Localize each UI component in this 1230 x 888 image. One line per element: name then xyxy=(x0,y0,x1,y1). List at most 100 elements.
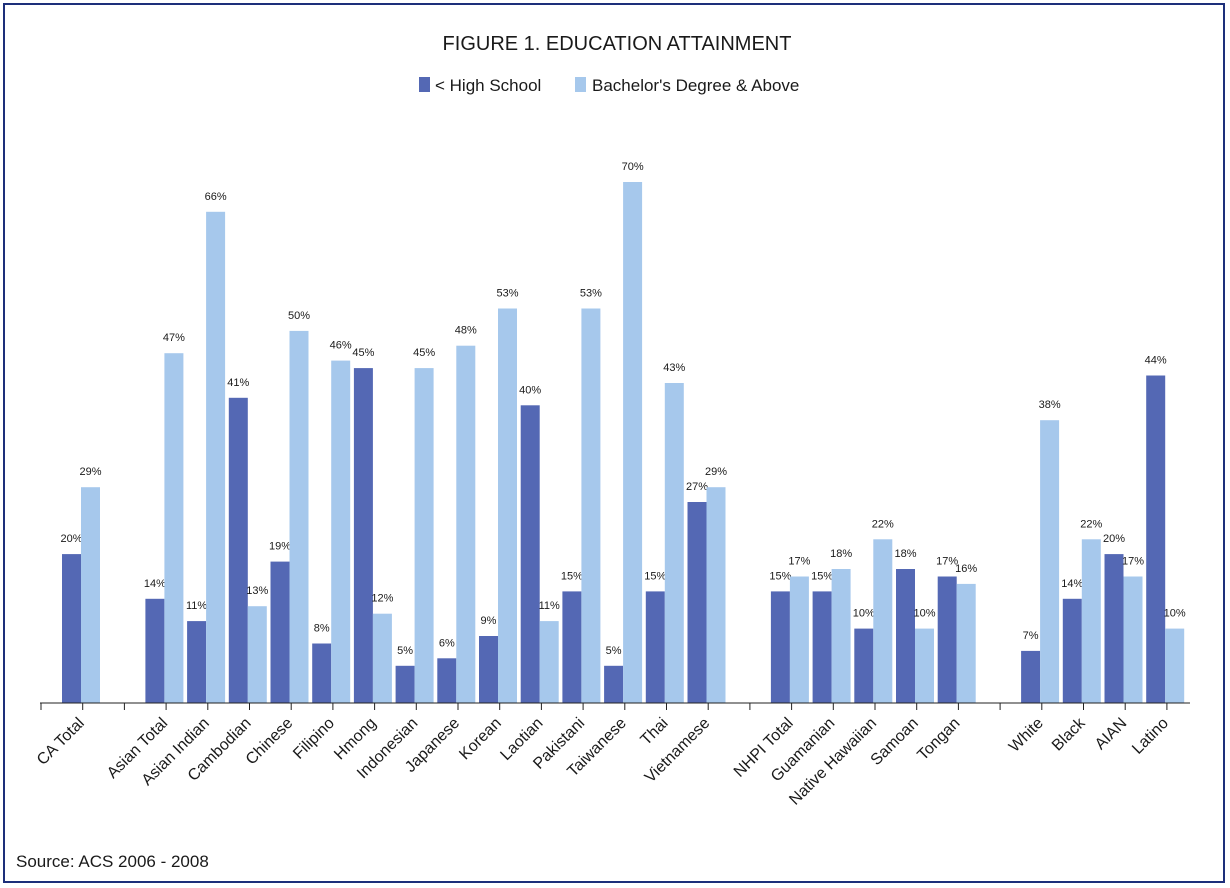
bar-chinese-less-hs xyxy=(270,561,290,703)
legend-swatch-less-hs xyxy=(419,77,430,92)
bar-thai-bachelors xyxy=(664,383,684,703)
data-label-ca-total-less-hs: 20% xyxy=(60,533,82,545)
bar-tongan-less-hs xyxy=(937,576,957,703)
bar-hmong-less-hs xyxy=(353,368,373,703)
data-label-guamanian-less-hs: 15% xyxy=(811,570,833,582)
data-label-pakistani-bachelors: 53% xyxy=(580,288,602,300)
bar-vietnamese-bachelors xyxy=(706,487,726,703)
data-label-samoan-less-hs: 18% xyxy=(894,548,916,560)
bar-latino-less-hs xyxy=(1146,375,1166,703)
category-label-tongan: Tongan xyxy=(914,715,963,764)
data-label-korean-less-hs: 9% xyxy=(481,615,497,627)
bar-asian-indian-bachelors xyxy=(206,211,226,704)
data-label-hmong-less-hs: 45% xyxy=(352,347,374,359)
bar-native-hawaiian-bachelors xyxy=(873,539,893,703)
bar-black-less-hs xyxy=(1062,598,1082,703)
data-label-latino-bachelors: 10% xyxy=(1164,608,1186,620)
data-label-aian-less-hs: 20% xyxy=(1103,533,1125,545)
legend-label-less-hs: < High School xyxy=(435,76,541,95)
bar-taiwanese-bachelors xyxy=(623,182,643,703)
bar-indonesian-less-hs xyxy=(395,665,415,703)
category-label-white: White xyxy=(1006,715,1047,756)
data-label-hmong-bachelors: 12% xyxy=(371,593,393,605)
data-label-chinese-less-hs: 19% xyxy=(269,541,291,553)
category-label-ca-total: CA Total xyxy=(34,715,88,769)
bar-ca-total-bachelors xyxy=(81,487,100,703)
category-label-thai: Thai xyxy=(638,715,672,749)
data-label-aian-bachelors: 17% xyxy=(1122,556,1144,568)
data-label-japanese-bachelors: 48% xyxy=(455,325,477,337)
bar-asian-total-bachelors xyxy=(164,353,184,703)
bar-white-less-hs xyxy=(1021,650,1041,703)
bar-cambodian-bachelors xyxy=(247,606,267,703)
data-label-native-hawaiian-less-hs: 10% xyxy=(853,608,875,620)
bar-korean-less-hs xyxy=(479,636,498,703)
data-label-white-less-hs: 7% xyxy=(1023,630,1039,642)
bar-samoan-bachelors xyxy=(915,628,934,703)
data-label-filipino-less-hs: 8% xyxy=(314,623,330,635)
category-label-filipino: Filipino xyxy=(290,715,338,763)
bar-guamanian-bachelors xyxy=(831,569,851,703)
data-label-taiwanese-bachelors: 70% xyxy=(622,161,644,173)
chart-frame xyxy=(3,3,1225,883)
data-label-latino-less-hs: 44% xyxy=(1145,355,1167,367)
bar-laotian-bachelors xyxy=(539,621,559,703)
bar-asian-total-less-hs xyxy=(145,598,165,703)
bar-korean-bachelors xyxy=(498,308,517,703)
category-label-black: Black xyxy=(1049,714,1089,754)
data-label-tongan-less-hs: 17% xyxy=(936,556,958,568)
bar-nhpi-total-bachelors xyxy=(789,576,809,703)
bar-hmong-bachelors xyxy=(372,613,392,703)
data-label-asian-total-bachelors: 47% xyxy=(163,332,185,344)
category-label-korean: Korean xyxy=(456,715,505,764)
category-label-latino: Latino xyxy=(1129,715,1172,758)
data-label-asian-indian-less-hs: 11% xyxy=(186,600,207,612)
category-label-chinese: Chinese xyxy=(243,715,297,769)
bar-area: 20%29%14%47%11%66%41%13%19%50%8%46%45%12… xyxy=(60,161,1186,704)
x-axis-ticks xyxy=(40,703,1168,710)
data-label-laotian-bachelors: 11% xyxy=(539,600,560,612)
data-label-indonesian-bachelors: 45% xyxy=(413,347,435,359)
bar-aian-less-hs xyxy=(1104,554,1124,703)
data-label-pakistani-less-hs: 15% xyxy=(561,570,583,582)
bar-samoan-less-hs xyxy=(896,569,915,703)
data-label-nhpi-total-bachelors: 17% xyxy=(788,556,810,568)
data-label-indonesian-less-hs: 5% xyxy=(397,645,413,657)
bar-filipino-bachelors xyxy=(331,360,351,703)
data-label-asian-indian-bachelors: 66% xyxy=(205,191,227,203)
bar-aian-bachelors xyxy=(1123,576,1143,703)
data-label-white-bachelors: 38% xyxy=(1039,399,1061,411)
bar-vietnamese-less-hs xyxy=(687,502,707,703)
data-label-filipino-bachelors: 46% xyxy=(330,340,352,352)
data-label-taiwanese-less-hs: 5% xyxy=(606,645,622,657)
data-label-black-bachelors: 22% xyxy=(1080,518,1102,530)
bar-thai-less-hs xyxy=(645,591,665,703)
bar-japanese-less-hs xyxy=(437,658,457,703)
legend-swatch-bachelors xyxy=(575,77,586,92)
data-label-asian-total-less-hs: 14% xyxy=(144,578,166,590)
data-label-tongan-bachelors: 16% xyxy=(955,563,977,575)
bar-ca-total-less-hs xyxy=(62,554,81,703)
data-label-cambodian-less-hs: 41% xyxy=(227,377,249,389)
chart-title: FIGURE 1. EDUCATION ATTAINMENT xyxy=(443,33,792,55)
data-label-ca-total-bachelors: 29% xyxy=(79,466,101,478)
data-label-native-hawaiian-bachelors: 22% xyxy=(872,518,894,530)
data-label-samoan-bachelors: 10% xyxy=(913,608,935,620)
data-label-vietnamese-bachelors: 29% xyxy=(705,466,727,478)
chart-legend: < High School Bachelor's Degree & Above xyxy=(419,76,799,95)
bar-latino-bachelors xyxy=(1165,628,1185,703)
data-label-chinese-bachelors: 50% xyxy=(288,310,310,322)
bar-guamanian-less-hs xyxy=(812,591,832,703)
bar-nhpi-total-less-hs xyxy=(770,591,790,703)
bar-pakistani-bachelors xyxy=(581,308,601,703)
bar-japanese-bachelors xyxy=(456,345,476,703)
data-label-black-less-hs: 14% xyxy=(1061,578,1083,590)
bar-native-hawaiian-less-hs xyxy=(854,628,874,703)
data-label-laotian-less-hs: 40% xyxy=(519,384,541,396)
data-label-nhpi-total-less-hs: 15% xyxy=(769,570,791,582)
legend-label-bachelors: Bachelor's Degree & Above xyxy=(592,76,799,95)
bar-taiwanese-less-hs xyxy=(604,665,624,703)
bar-cambodian-less-hs xyxy=(228,397,248,703)
